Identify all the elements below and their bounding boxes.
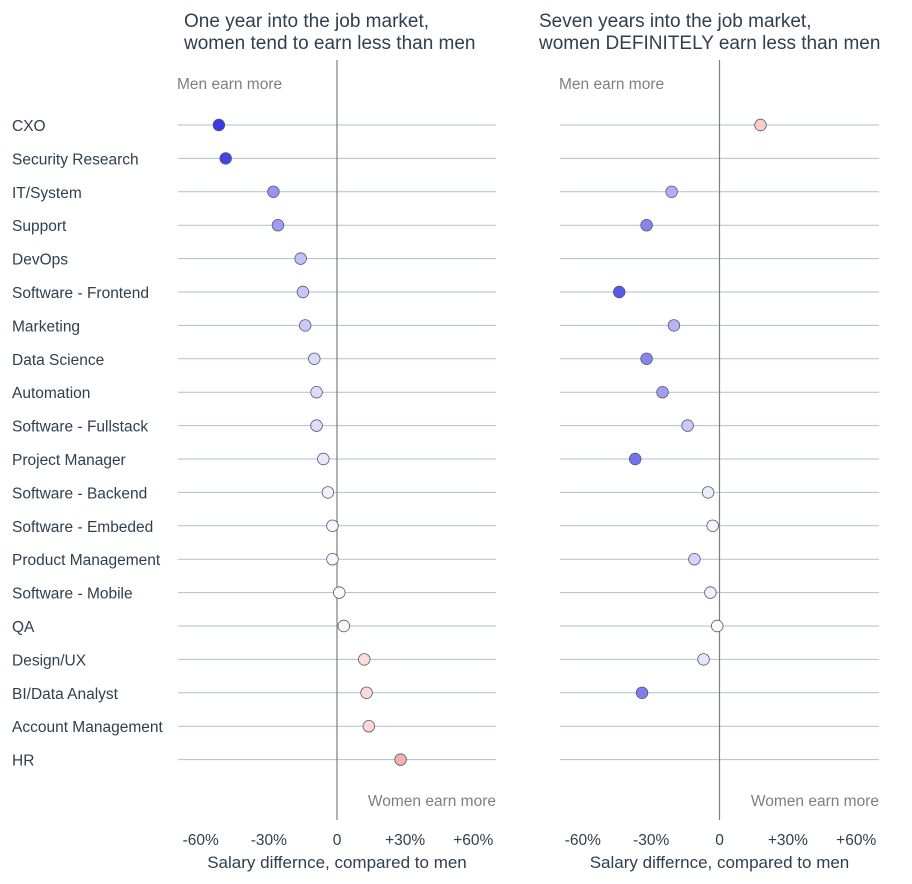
data-point bbox=[613, 285, 626, 299]
data-point bbox=[296, 285, 310, 299]
x-tick-label: +60% bbox=[453, 832, 493, 849]
category-label: Marketing bbox=[12, 318, 80, 335]
data-point bbox=[326, 553, 339, 566]
data-point bbox=[688, 553, 701, 566]
data-point bbox=[394, 753, 407, 766]
category-label: IT/System bbox=[12, 185, 82, 202]
data-point bbox=[212, 118, 226, 132]
category-label: CXO bbox=[12, 118, 46, 135]
category-label: Automation bbox=[12, 385, 90, 402]
data-point bbox=[701, 486, 715, 499]
data-point bbox=[362, 720, 376, 733]
data-point bbox=[711, 619, 724, 633]
panel-title-line: women tend to earn less than men bbox=[183, 33, 476, 54]
data-point bbox=[299, 319, 312, 332]
panel-title-line: One year into the job market, bbox=[184, 11, 429, 32]
data-point bbox=[308, 352, 321, 366]
category-label: Design/UX bbox=[12, 652, 87, 669]
data-point bbox=[697, 653, 710, 666]
x-tick-label: -30% bbox=[251, 832, 287, 849]
data-point bbox=[358, 653, 371, 666]
category-label: Software - Fullstack bbox=[12, 419, 148, 436]
category-label: QA bbox=[12, 619, 35, 636]
x-tick-label: -30% bbox=[633, 832, 669, 849]
data-point bbox=[326, 519, 339, 533]
category-label: Data Science bbox=[12, 352, 104, 369]
category-label: BI/Data Analyst bbox=[12, 686, 119, 703]
x-tick-label: +30% bbox=[385, 832, 425, 849]
category-label: Security Research bbox=[12, 151, 139, 168]
x-tick-label: 0 bbox=[333, 832, 342, 849]
data-point bbox=[271, 218, 285, 232]
data-point bbox=[704, 586, 717, 599]
annotation-women-earn-more: Women earn more bbox=[751, 793, 879, 810]
annotation-men-earn-more: Men earn more bbox=[559, 76, 664, 93]
annotation-men-earn-more: Men earn more bbox=[177, 76, 282, 93]
category-labels: CXO Security Research IT/System Support DevO… bbox=[12, 118, 163, 770]
category-label: DevOps bbox=[12, 252, 68, 269]
data-point bbox=[640, 352, 653, 366]
data-point bbox=[754, 118, 767, 132]
data-point bbox=[333, 586, 346, 599]
panel-2: Seven years into the job market,women DE… bbox=[538, 11, 880, 872]
panel-title-line: women DEFINITELY earn less than men bbox=[538, 33, 880, 54]
data-point bbox=[310, 419, 323, 432]
data-point bbox=[665, 185, 678, 199]
x-tick-label: +30% bbox=[768, 832, 808, 849]
annotation-women-earn-more: Women earn more bbox=[368, 793, 496, 810]
panel-title-line: Seven years into the job market, bbox=[539, 11, 811, 32]
category-label: Software - Embeded bbox=[12, 519, 153, 536]
data-point bbox=[267, 185, 280, 199]
category-label: HR bbox=[12, 753, 34, 770]
x-tick-label: +60% bbox=[836, 832, 876, 849]
data-point bbox=[640, 218, 653, 232]
data-point bbox=[635, 686, 649, 700]
data-point bbox=[706, 519, 719, 533]
data-point bbox=[294, 252, 307, 265]
x-tick-label: -60% bbox=[183, 832, 219, 849]
category-label: Software - Frontend bbox=[12, 285, 149, 302]
data-point bbox=[219, 152, 232, 165]
category-label: Product Management bbox=[12, 552, 161, 569]
data-point bbox=[310, 386, 323, 399]
panel-1: One year into the job market,women tend … bbox=[177, 11, 496, 872]
data-point bbox=[656, 386, 669, 399]
data-point bbox=[360, 686, 373, 700]
data-point bbox=[628, 452, 642, 466]
x-axis-label: Salary differnce, compared to men bbox=[590, 853, 850, 872]
data-point bbox=[337, 619, 351, 633]
category-label: Account Management bbox=[12, 719, 163, 736]
category-label: Software - Backend bbox=[12, 485, 147, 502]
category-label: Software - Mobile bbox=[12, 586, 133, 603]
category-label: Support bbox=[12, 218, 67, 235]
data-point bbox=[321, 486, 335, 499]
x-axis-label: Salary differnce, compared to men bbox=[207, 853, 467, 872]
data-point bbox=[681, 419, 694, 432]
x-tick-label: 0 bbox=[715, 832, 724, 849]
data-point bbox=[667, 319, 681, 332]
x-tick-label: -60% bbox=[565, 832, 601, 849]
category-label: Project Manager bbox=[12, 452, 126, 469]
data-point bbox=[317, 452, 330, 466]
